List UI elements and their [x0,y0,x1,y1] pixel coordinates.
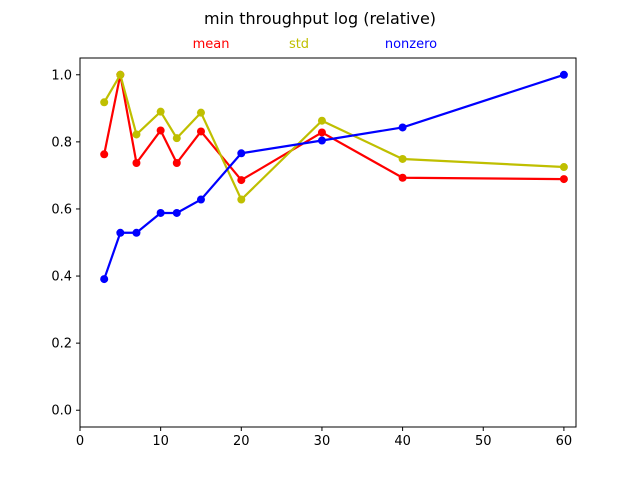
x-tick-label: 20 [233,434,250,449]
series-line-nonzero [103,73,565,280]
data-point-mean [196,127,205,136]
series-std [100,70,568,204]
series-mean [100,70,568,185]
data-point-nonzero [196,195,205,204]
plot-area [100,70,568,284]
data-point-nonzero [132,228,141,237]
data-point-mean [237,176,246,185]
data-point-std [156,107,165,116]
y-tick-label: 0.6 [51,202,72,217]
series-nonzero [100,70,568,284]
data-point-std [559,163,568,172]
axes-frame [79,57,577,428]
data-point-nonzero [156,208,165,217]
y-tick-label: 1.0 [51,68,72,83]
y-tick-label: 0.2 [51,337,72,352]
x-tick-label: 40 [394,434,411,449]
legend: mean std nonzero [193,37,438,52]
data-point-std [317,116,326,125]
data-point-std [196,108,205,117]
data-point-nonzero [398,123,407,132]
chart-title: min throughput log (relative) [204,9,436,28]
data-point-nonzero [116,228,125,237]
x-tick-label: 50 [475,434,492,449]
legend-item-mean: mean [193,37,230,52]
data-point-std [100,98,109,107]
data-point-nonzero [559,70,568,79]
data-point-mean [559,175,568,184]
data-point-std [398,154,407,163]
series-line-mean [103,73,564,182]
data-point-nonzero [172,208,181,217]
data-point-nonzero [237,149,246,158]
y-tick-label: 0.0 [51,404,72,419]
x-tick-label: 0 [76,434,84,449]
data-point-mean [156,126,165,135]
legend-item-std: std [289,37,309,52]
legend-item-nonzero: nonzero [385,37,437,52]
data-point-nonzero [317,136,326,145]
data-point-nonzero [100,275,109,284]
x-tick-label: 60 [556,434,573,449]
data-point-mean [172,158,181,167]
data-point-mean [132,158,141,167]
axes: 0 10 20 30 40 50 60 0.0 0.2 0.4 0.6 0.8 1.0 [51,57,577,449]
series-line-std [103,73,564,201]
data-point-std [172,134,181,143]
data-point-std [116,70,125,79]
data-point-std [132,130,141,139]
data-point-mean [398,173,407,182]
y-tick-label: 0.4 [51,270,72,285]
x-tick-label: 30 [314,434,331,449]
y-tick-label: 0.8 [51,135,72,150]
data-point-mean [317,128,326,137]
data-point-mean [100,150,109,159]
data-point-std [237,195,246,204]
x-tick-label: 10 [152,434,169,449]
